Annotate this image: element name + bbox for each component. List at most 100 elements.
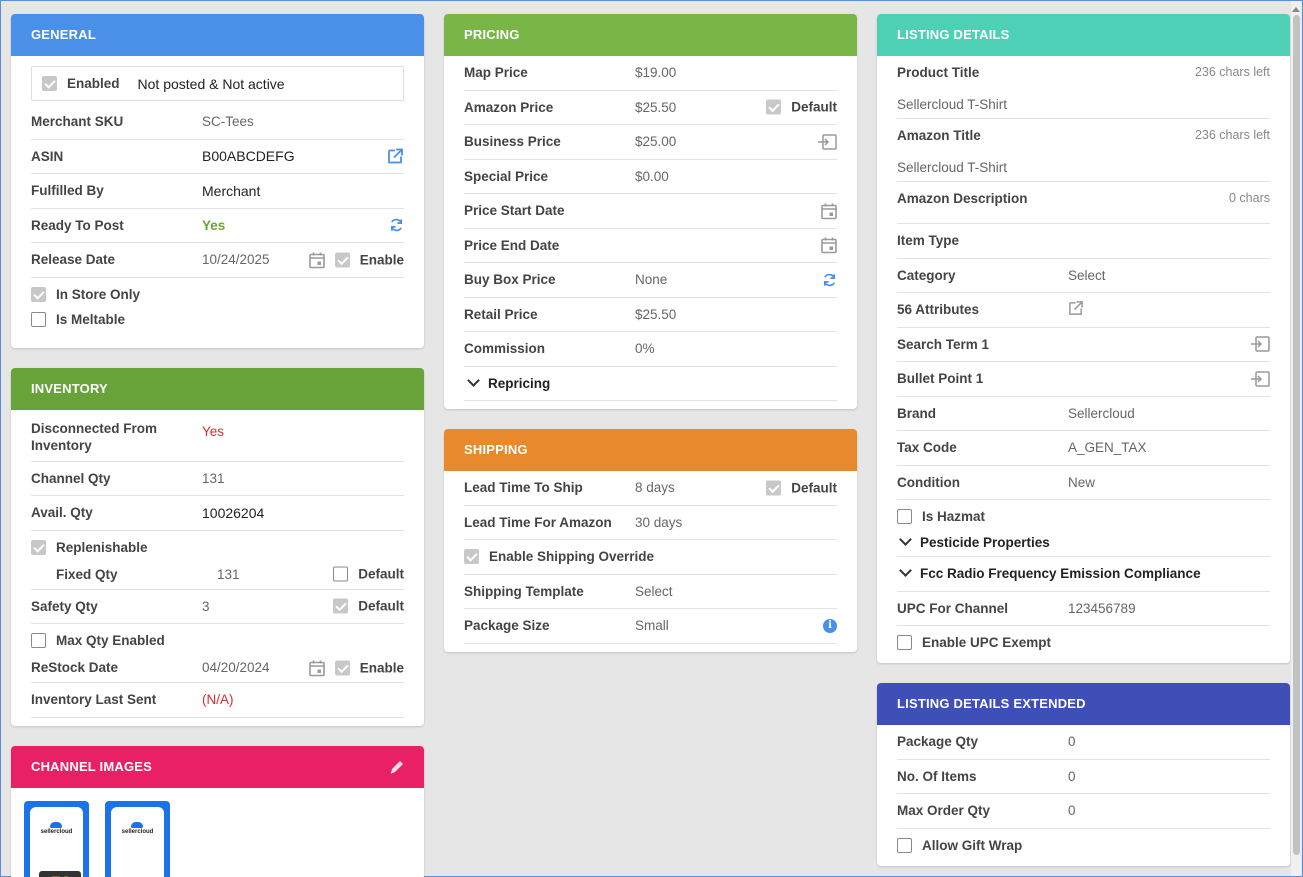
disconnected-row: Disconnected From Inventory Yes [31, 414, 404, 462]
column-middle: PRICING Map Price $19.00 Amazon Price $2… [444, 14, 857, 672]
calendar-icon[interactable] [308, 251, 325, 269]
category-select[interactable]: Select [1068, 267, 1106, 283]
amazon-price-value[interactable]: $25.50 [635, 99, 677, 115]
edit-pencil-icon[interactable] [388, 758, 406, 776]
buybox-price-value: None [635, 272, 668, 288]
image-badge-icons[interactable]: ▩ ▮ [39, 870, 81, 877]
listing-status-text: Not posted & Not active [137, 75, 285, 92]
brand-value[interactable]: Sellercloud [1068, 405, 1135, 421]
fixed-default-checkbox[interactable] [333, 566, 349, 582]
image-thumbnail[interactable]: sellercloud [105, 800, 170, 877]
upc-exempt-checkbox[interactable] [897, 635, 912, 650]
commission-label: Commission [464, 341, 546, 357]
price-start-label: Price Start Date [464, 203, 565, 219]
upc-value[interactable]: 123456789 [1068, 600, 1136, 616]
lead-time-ship-value[interactable]: 8 days [635, 480, 675, 496]
no-of-items-row: No. Of Items 0 [897, 760, 1270, 794]
max-qty-row: Max Qty Enabled [31, 628, 404, 653]
release-enable-checkbox[interactable] [334, 252, 350, 268]
amazon-title-input[interactable]: Sellercloud T-Shirt [897, 160, 1008, 175]
merchant-sku-label: Merchant SKU [31, 114, 124, 130]
product-title-label: Product Title [897, 65, 980, 80]
retail-price-value[interactable]: $25.50 [635, 306, 677, 322]
lead-time-amazon-row: Lead Time For Amazon 30 days [464, 506, 837, 540]
replenishable-checkbox[interactable] [31, 539, 46, 555]
refresh-icon[interactable] [389, 218, 404, 233]
search-term-label: Search Term 1 [897, 336, 990, 352]
open-panel-icon[interactable] [1250, 371, 1270, 387]
asin-row: ASIN B00ABCDEFG [31, 140, 404, 174]
enabled-checkbox[interactable] [42, 76, 57, 91]
restock-enable-checkbox[interactable] [334, 660, 350, 675]
is-hazmat-checkbox[interactable] [897, 509, 912, 524]
scrollbar-up-arrow[interactable] [1292, 7, 1300, 12]
scrollbar[interactable] [1291, 1, 1301, 876]
avail-qty-label: Avail. Qty [31, 505, 93, 521]
price-end-actions [821, 237, 837, 254]
product-title-input[interactable]: Sellercloud T-Shirt [897, 97, 1008, 112]
fixed-qty-value[interactable]: 131 [217, 566, 240, 582]
repricing-row[interactable]: Repricing [464, 367, 837, 401]
max-order-value[interactable]: 0 [1068, 803, 1076, 819]
amazon-title-counter: 236 chars left [1194, 128, 1270, 142]
safety-qty-value[interactable]: 3 [202, 598, 210, 614]
info-icon[interactable]: i [823, 618, 837, 633]
chevron-down-icon[interactable] [899, 564, 912, 578]
ready-actions [389, 218, 404, 233]
release-date-value[interactable]: 10/24/2025 [202, 252, 270, 268]
open-panel-icon[interactable] [1250, 336, 1270, 352]
condition-select[interactable]: New [1068, 474, 1096, 490]
repricing-label[interactable]: Repricing [488, 375, 551, 391]
amazon-title-row: Amazon Title 236 chars left Sellercloud … [897, 119, 1270, 182]
chevron-down-icon[interactable] [467, 373, 480, 387]
brand-label: Brand [897, 405, 937, 421]
package-qty-value[interactable]: 0 [1068, 734, 1076, 750]
release-enable-label: Enable [359, 252, 404, 268]
fcc-row[interactable]: Fcc Radio Frequency Emission Compliance [897, 557, 1270, 592]
restock-value[interactable]: 04/20/2024 [202, 660, 270, 675]
calendar-icon[interactable] [821, 202, 837, 220]
scrollbar-thumb[interactable] [1292, 15, 1300, 855]
external-link-icon[interactable] [1068, 300, 1084, 316]
is-meltable-checkbox[interactable] [31, 311, 46, 327]
refresh-icon[interactable] [822, 272, 837, 287]
pesticide-label[interactable]: Pesticide Properties [920, 535, 1050, 550]
tax-code-row: Tax Code A_GEN_TAX [897, 431, 1270, 466]
tshirt-image: sellercloud [111, 806, 164, 877]
calendar-icon[interactable] [821, 237, 837, 254]
max-qty-checkbox[interactable] [31, 633, 46, 648]
commission-row: Commission 0% [464, 332, 837, 367]
external-link-icon[interactable] [387, 148, 404, 165]
calendar-icon[interactable] [308, 659, 325, 676]
amazon-price-default-checkbox[interactable] [766, 99, 782, 115]
fulfilled-by-row: Fulfilled By Merchant [31, 174, 404, 209]
category-label: Category [897, 267, 956, 283]
gift-wrap-checkbox[interactable] [897, 837, 912, 853]
shipping-template-label: Shipping Template [464, 583, 584, 599]
lead-time-default-checkbox[interactable] [766, 480, 782, 496]
image-thumbnail[interactable]: sellercloud ▩ ▮ [24, 800, 89, 877]
safety-default-checkbox[interactable] [333, 598, 349, 614]
product-title-row: Product Title 236 chars left Sellercloud… [897, 56, 1270, 119]
in-store-only-checkbox[interactable] [31, 286, 46, 302]
map-price-value[interactable]: $19.00 [635, 65, 677, 81]
special-price-value[interactable]: $0.00 [635, 168, 669, 184]
fcc-label[interactable]: Fcc Radio Frequency Emission Compliance [920, 566, 1201, 582]
ready-to-post-row: Ready To Post Yes [31, 209, 404, 243]
image-thumbnails: sellercloud ▩ ▮ sellercloud [11, 788, 424, 877]
amazon-description-row[interactable]: Amazon Description 0 chars [897, 182, 1270, 224]
lead-time-amazon-value[interactable]: 30 days [635, 514, 683, 530]
open-panel-icon[interactable] [817, 134, 837, 150]
pesticide-row[interactable]: Pesticide Properties [897, 529, 1270, 557]
restock-row: ReStock Date 04/20/2024 Enable [31, 653, 404, 683]
no-of-items-value[interactable]: 0 [1068, 768, 1076, 784]
chevron-down-icon[interactable] [899, 533, 912, 546]
package-size-select[interactable]: Small [635, 618, 669, 634]
tax-code-value[interactable]: A_GEN_TAX [1068, 440, 1147, 456]
fulfilled-by-value[interactable]: Merchant [202, 182, 261, 199]
safety-qty-row: Safety Qty 3 Default [31, 590, 404, 624]
business-price-value[interactable]: $25.00 [635, 134, 677, 150]
shipping-template-select[interactable]: Select [635, 583, 673, 599]
ready-to-post-label: Ready To Post [31, 217, 124, 233]
shipping-override-checkbox[interactable] [464, 549, 479, 565]
